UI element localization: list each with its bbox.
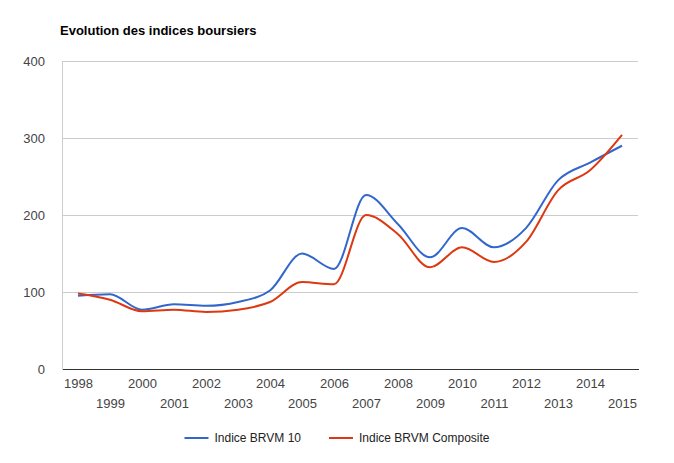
x-tick: 2009 — [416, 369, 445, 411]
x-tick: 2000 — [128, 369, 157, 391]
series-line — [78, 146, 622, 310]
x-tick-label: 2008 — [384, 376, 413, 391]
x-tick-label: 2004 — [256, 376, 285, 391]
x-tick-label: 2002 — [192, 376, 221, 391]
series-line — [78, 135, 622, 312]
x-tick: 2004 — [256, 369, 285, 391]
grid-line — [62, 138, 638, 139]
x-tick: 2003 — [224, 369, 253, 411]
x-tick-label: 2015 — [608, 396, 637, 411]
x-tick-label: 2005 — [288, 396, 317, 411]
y-tick: 100 — [23, 285, 62, 300]
grid-line — [62, 61, 638, 62]
y-tick: 400 — [23, 54, 62, 69]
x-tick: 2014 — [576, 369, 605, 391]
x-tick-label: 2000 — [128, 376, 157, 391]
x-tick-label: 2010 — [448, 376, 477, 391]
plot-area — [78, 135, 622, 312]
y-tick-label: 100 — [23, 285, 45, 300]
grid-line — [62, 215, 638, 216]
x-tick-label: 2013 — [544, 396, 573, 411]
legend-swatch — [329, 437, 353, 439]
x-tick: 2012 — [512, 369, 541, 391]
x-tick: 2008 — [384, 369, 413, 391]
y-axis: 0 100 200 300 400 — [23, 54, 62, 377]
y-tick: 0 — [38, 362, 62, 377]
x-tick-label: 2011 — [481, 396, 509, 411]
x-tick-label: 2014 — [576, 376, 605, 391]
legend-item: Indice BRVM 10 — [185, 431, 302, 445]
x-tick: 2010 — [448, 369, 477, 391]
legend-label: Indice BRVM 10 — [215, 431, 302, 445]
x-tick-label: 2003 — [224, 396, 253, 411]
y-tick: 300 — [23, 131, 62, 146]
chart-title: Evolution des indices boursiers — [60, 23, 257, 38]
x-tick: 2011 — [481, 369, 509, 411]
x-tick-label: 2001 — [160, 396, 189, 411]
x-axis: 1998199920002001200220032004200520062007… — [63, 369, 639, 411]
legend-label: Indice BRVM Composite — [359, 431, 490, 445]
y-tick-label: 300 — [23, 131, 45, 146]
x-tick: 2007 — [352, 369, 381, 411]
y-axis-line — [62, 62, 63, 370]
x-tick: 2001 — [160, 369, 189, 411]
x-tick: 1998 — [64, 369, 93, 391]
x-tick: 1999 — [96, 369, 125, 411]
x-tick-label: 2006 — [320, 376, 349, 391]
legend-swatch — [185, 437, 209, 439]
x-tick-label: 1999 — [96, 396, 125, 411]
x-axis-line — [63, 369, 639, 370]
legend: Indice BRVM 10 Indice BRVM Composite — [185, 431, 490, 445]
grid-line — [62, 292, 638, 293]
x-tick: 2015 — [608, 369, 637, 411]
x-tick: 2006 — [320, 369, 349, 391]
x-tick-label: 1998 — [64, 376, 93, 391]
grid-line — [62, 369, 638, 370]
x-tick: 2002 — [192, 369, 221, 391]
x-tick: 2005 — [288, 369, 317, 411]
x-tick-label: 2012 — [512, 376, 541, 391]
y-tick-label: 400 — [23, 54, 45, 69]
legend-item: Indice BRVM Composite — [329, 431, 490, 445]
y-tick-label: 0 — [38, 362, 45, 377]
x-tick: 2013 — [544, 369, 573, 411]
grid — [62, 61, 638, 369]
y-tick-label: 200 — [23, 208, 45, 223]
background — [0, 0, 674, 463]
y-tick: 200 — [23, 208, 62, 223]
x-tick-label: 2007 — [352, 396, 381, 411]
x-tick-label: 2009 — [416, 396, 445, 411]
